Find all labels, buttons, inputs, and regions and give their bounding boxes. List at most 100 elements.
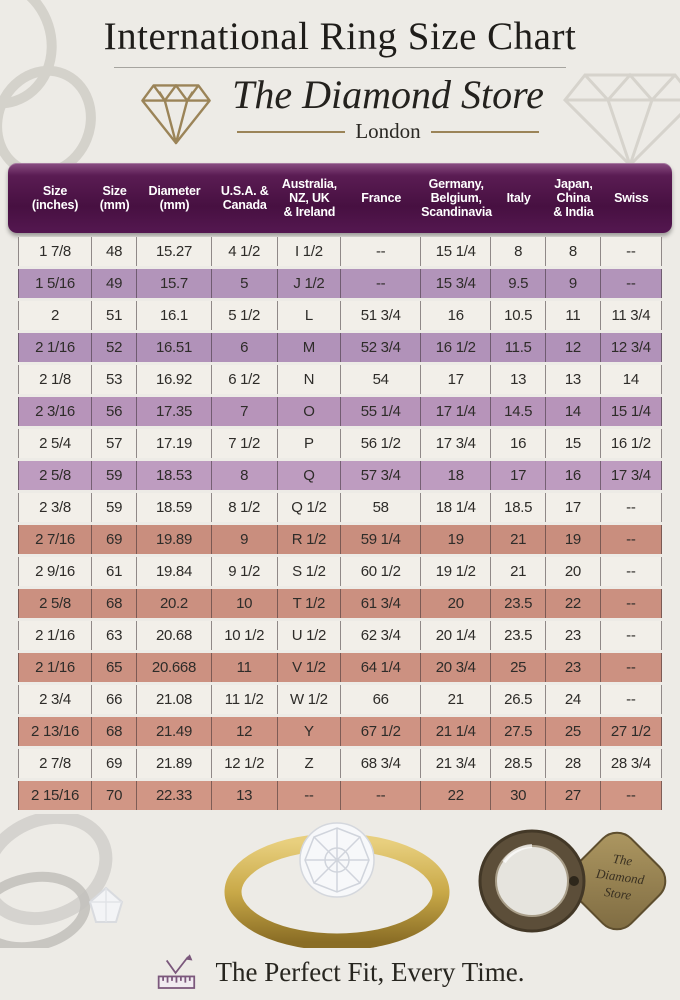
table-cell: -- [341,269,422,298]
table-cell: 2 1/16 [18,653,93,682]
table-cell: 27 1/2 [601,717,662,746]
table-cell: -- [278,781,342,810]
table-cell: 2 3/16 [18,397,93,426]
table-cell: -- [601,781,662,810]
brand-name: The Diamond Store [232,72,544,117]
table-cell: 20 [421,589,492,618]
table-cell: 8 1/2 [212,493,278,522]
table-cell: 70 [92,781,138,810]
table-cell: 52 3/4 [341,333,422,362]
table-cell: W 1/2 [278,685,342,714]
table-cell: 21.08 [137,685,212,714]
table-cell: Q 1/2 [278,493,342,522]
table-cell: 20.2 [137,589,212,618]
table-row: 2 5/4 57 17.19 7 1/2 P 56 1/2 17 3/4 16 15 16 1/2 [18,429,662,458]
table-cell: -- [341,781,422,810]
table-cell: 23 [546,653,601,682]
table-cell: 11 [546,301,601,330]
brand-city-row: London [232,119,544,144]
table-cell: 28 [546,749,601,778]
table-cell: 18 [421,461,492,490]
table-cell: 17 1/4 [421,397,492,426]
table-cell: 59 [92,493,138,522]
table-cell: 55 1/4 [341,397,422,426]
table-cell: 66 [92,685,138,714]
table-cell: 2 5/8 [18,461,93,490]
table-cell: -- [341,237,422,266]
table-cell: 18.59 [137,493,212,522]
table-cell: 6 [212,333,278,362]
table-cell: 59 [92,461,138,490]
table-cell: 10 1/2 [212,621,278,650]
table-cell: -- [601,269,662,298]
brand-text-block: The Diamond Store London [232,74,544,144]
table-cell: 11.5 [491,333,547,362]
table-cell: 2 1/16 [18,621,93,650]
table-cell: 12 [546,333,601,362]
loupe-engraving-line2: Diamond [594,866,645,888]
table-cell: 66 [341,685,422,714]
table-cell: 17 [491,461,547,490]
table-cell: 2 7/16 [18,525,93,554]
jewellers-loupe-photo: The Diamond Store [478,829,667,933]
table-cell: 15.7 [137,269,212,298]
table-cell: 5 1/2 [212,301,278,330]
table-cell: 14.5 [491,397,547,426]
table-cell: 21 [491,525,547,554]
table-cell: 68 3/4 [341,749,422,778]
table-cell: 23.5 [491,589,547,618]
table-cell: 13 [212,781,278,810]
table-row: 1 7/8 48 15.27 4 1/2 I 1/2 -- 15 1/4 8 8 -- [18,237,662,266]
table-cell: 18 1/4 [421,493,492,522]
table-cell: 28 3/4 [601,749,662,778]
table-cell: 19.89 [137,525,212,554]
table-row: 2 1/16 65 20.668 11 V 1/2 64 1/4 20 3/4 25 23 -- [18,653,662,682]
table-cell: 49 [92,269,138,298]
table-cell: 8 [491,237,547,266]
table-cell: 52 [92,333,138,362]
table-cell: 16.51 [137,333,212,362]
table-cell: 17 3/4 [601,461,662,490]
table-cell: 12 1/2 [212,749,278,778]
table-cell: Y [278,717,342,746]
table-cell: 17.35 [137,397,212,426]
table-row: 2 15/16 70 22.33 13 -- -- 22 30 27 -- [18,781,662,810]
table-cell: 19 1/2 [421,557,492,586]
table-cell: -- [601,557,662,586]
table-cell: 22 [421,781,492,810]
table-cell: 15 1/4 [601,397,662,426]
title-divider [114,67,566,68]
table-cell: -- [601,493,662,522]
table-cell: 28.5 [491,749,547,778]
table-row: 2 1/16 52 16.51 6 M 52 3/4 16 1/2 11.5 12 12 3/4 [18,333,662,362]
table-cell: P [278,429,342,458]
table-cell: 2 1/16 [18,333,93,362]
table-cell: 54 [341,365,422,394]
table-cell: 65 [92,653,138,682]
table-cell: I 1/2 [278,237,342,266]
table-cell: 19 [546,525,601,554]
table-cell: 2 13/16 [18,717,93,746]
tagline-row: The Perfect Fit, Every Time. [0,952,680,992]
table-row: 2 7/8 69 21.89 12 1/2 Z 68 3/4 21 3/4 28.5 28 28 … [18,749,662,778]
table-cell: 67 1/2 [341,717,422,746]
table-cell: 20.668 [137,653,212,682]
table-row: 2 3/8 59 18.59 8 1/2 Q 1/2 58 18 1/4 18.5 17 -- [18,493,662,522]
table-cell: 62 3/4 [341,621,422,650]
column-header: Size (inches) [31,184,79,212]
table-cell: 16 1/2 [421,333,492,362]
table-cell: 9 [546,269,601,298]
table-cell: 21.89 [137,749,212,778]
table-cell: 18.5 [491,493,547,522]
table-cell: 68 [92,717,138,746]
table-cell: 17.19 [137,429,212,458]
table-row: 1 5/16 49 15.7 5 J 1/2 -- 15 3/4 9.5 9 -- [18,269,662,298]
table-cell: J 1/2 [278,269,342,298]
table-cell: 57 3/4 [341,461,422,490]
table-cell: 2 5/8 [18,589,93,618]
table-cell: 63 [92,621,138,650]
column-header: Germany, Belgium, Scandinavia [421,177,492,219]
table-cell: 7 [212,397,278,426]
table-row: 2 1/8 53 16.92 6 1/2 N 54 17 13 13 14 [18,365,662,394]
